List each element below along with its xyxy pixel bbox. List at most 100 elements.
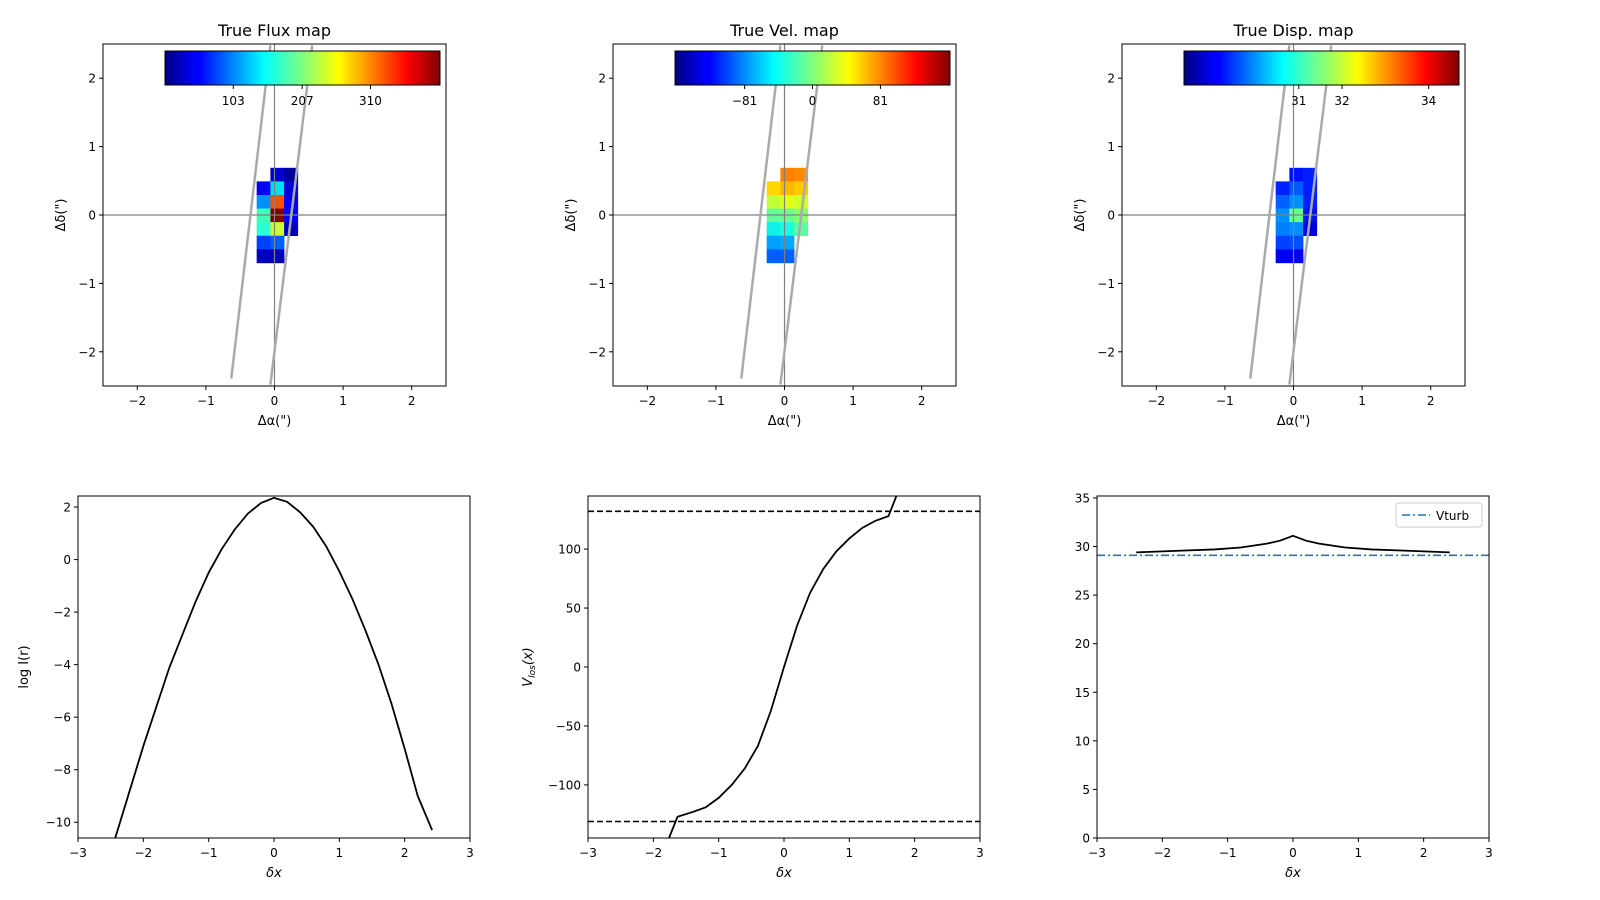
x-tick-label: 2 xyxy=(1427,394,1435,408)
heatmap-cell xyxy=(284,222,299,237)
x-axis-label: Δα(") xyxy=(1277,414,1311,429)
heatmap-cell xyxy=(270,167,285,182)
colorbar-tick-label: 103 xyxy=(222,94,245,108)
x-tick-label: −3 xyxy=(579,846,597,860)
colorbar-tick-label: 32 xyxy=(1334,94,1349,108)
y-tick-label: 1 xyxy=(88,140,96,154)
colorbar xyxy=(1183,50,1460,86)
y-tick-label: 0 xyxy=(598,209,606,223)
legend-box xyxy=(1395,502,1483,528)
x-tick-label: 2 xyxy=(918,394,926,408)
y-tick-label: 15 xyxy=(1075,686,1090,700)
heatmap-cell xyxy=(1289,249,1304,264)
x-tick-label: 2 xyxy=(408,394,416,408)
series-line xyxy=(1136,534,1450,554)
plot-area xyxy=(114,496,433,838)
heatmap-cell xyxy=(270,194,285,209)
y-tick-label: 2 xyxy=(598,72,606,86)
heatmap-cell xyxy=(780,181,795,196)
heatmap-cell xyxy=(766,222,781,237)
x-tick-label: −1 xyxy=(707,394,725,408)
x-tick-label: −2 xyxy=(128,394,146,408)
heatmap-cell xyxy=(1275,194,1290,209)
x-tick-label: −2 xyxy=(1147,394,1165,408)
x-tick-label: 3 xyxy=(976,846,984,860)
y-tick-label: 10 xyxy=(1075,734,1090,748)
slit-edge-line xyxy=(779,45,824,385)
x-tick-label: 1 xyxy=(336,846,344,860)
heatmap-cell xyxy=(766,235,781,250)
heatmap-cell xyxy=(780,167,795,182)
x-tick-label: −1 xyxy=(710,846,728,860)
heatmap-cell xyxy=(256,235,271,250)
plot-area xyxy=(103,44,446,386)
x-tick-label: 1 xyxy=(339,394,347,408)
heatmap-cell xyxy=(1275,181,1290,196)
y-tick-label: −1 xyxy=(1097,277,1115,291)
axes-frame xyxy=(77,495,471,839)
y-tick-label: 0 xyxy=(1107,209,1115,223)
y-tick-label: −10 xyxy=(46,816,71,830)
heatmap-cell xyxy=(1289,222,1304,237)
heatmap-cell xyxy=(1303,194,1318,209)
colorbar-tick-label: 0 xyxy=(809,94,817,108)
panel-title: True Disp. map xyxy=(1232,21,1353,40)
x-tick-label: 0 xyxy=(1290,394,1298,408)
y-tick-label: 0 xyxy=(88,209,96,223)
y-axis-label: Δδ(") xyxy=(564,199,579,232)
x-tick-label: 2 xyxy=(401,846,409,860)
series-line xyxy=(668,496,898,838)
panel-1: −81 0 81 −2 −1 0 1 2 −2 −1 0 1 2 True Vel. map Δα(") Δδ… xyxy=(564,21,957,429)
y-tick-label: 100 xyxy=(558,543,581,557)
y-tick-label: −2 xyxy=(1097,345,1115,359)
y-tick-label: 0 xyxy=(1082,832,1090,846)
y-tick-label: −50 xyxy=(556,719,581,733)
heatmap-cell xyxy=(1289,181,1304,196)
x-tick-label: 0 xyxy=(780,846,788,860)
legend-label: Vturb xyxy=(1436,509,1469,523)
plot-area xyxy=(1097,534,1489,557)
y-tick-label: 1 xyxy=(1107,140,1115,154)
y-tick-label: −2 xyxy=(588,345,606,359)
slit-edge-line xyxy=(1288,45,1333,385)
x-axis-label: δx xyxy=(266,866,282,881)
x-tick-label: −1 xyxy=(200,846,218,860)
x-tick-label: 1 xyxy=(846,846,854,860)
y-tick-label: 1 xyxy=(598,140,606,154)
heatmap-cell xyxy=(766,181,781,196)
panel-title: True Flux map xyxy=(217,21,331,40)
heatmap-cell xyxy=(766,194,781,209)
colorbar-tick-label: −81 xyxy=(732,94,757,108)
plot-area xyxy=(613,44,956,386)
slit-edge-line xyxy=(230,45,272,379)
y-tick-label: −1 xyxy=(78,277,96,291)
heatmap-cell xyxy=(780,249,795,264)
heatmap-cell xyxy=(256,181,271,196)
x-tick-label: 0 xyxy=(781,394,789,408)
x-tick-label: −1 xyxy=(1216,394,1234,408)
panel-4: −3 −2 −1 0 1 2 3 −100 −50 0 50 100 δx Vlos(x) xyxy=(521,495,984,881)
y-tick-label: 2 xyxy=(1107,72,1115,86)
y-axis-label: Δδ(") xyxy=(1073,199,1088,232)
x-tick-label: 3 xyxy=(466,846,474,860)
heatmap-cell xyxy=(284,194,299,209)
panel-0: 103 207 310 −2 −1 0 1 2 −2 −1 0 1 2 True Flux map Δα("… xyxy=(54,21,447,429)
heatmap-cell xyxy=(794,222,809,237)
heatmap-cell xyxy=(270,235,285,250)
x-tick-label: −3 xyxy=(69,846,87,860)
heatmap-cell xyxy=(256,194,271,209)
x-tick-label: −1 xyxy=(1219,846,1237,860)
heatmap-cell xyxy=(1289,194,1304,209)
y-tick-label: −6 xyxy=(53,711,71,725)
x-tick-label: −3 xyxy=(1088,846,1106,860)
y-tick-label: 0 xyxy=(63,553,71,567)
heatmap-cell xyxy=(270,222,285,237)
x-tick-label: 1 xyxy=(1358,394,1366,408)
slit-edge-line xyxy=(1249,45,1291,379)
y-tick-label: 20 xyxy=(1075,637,1090,651)
y-tick-label: 2 xyxy=(63,501,71,515)
y-tick-label: −8 xyxy=(53,763,71,777)
y-axis-label: Vlos(x) xyxy=(521,647,538,686)
y-tick-label: −2 xyxy=(78,345,96,359)
